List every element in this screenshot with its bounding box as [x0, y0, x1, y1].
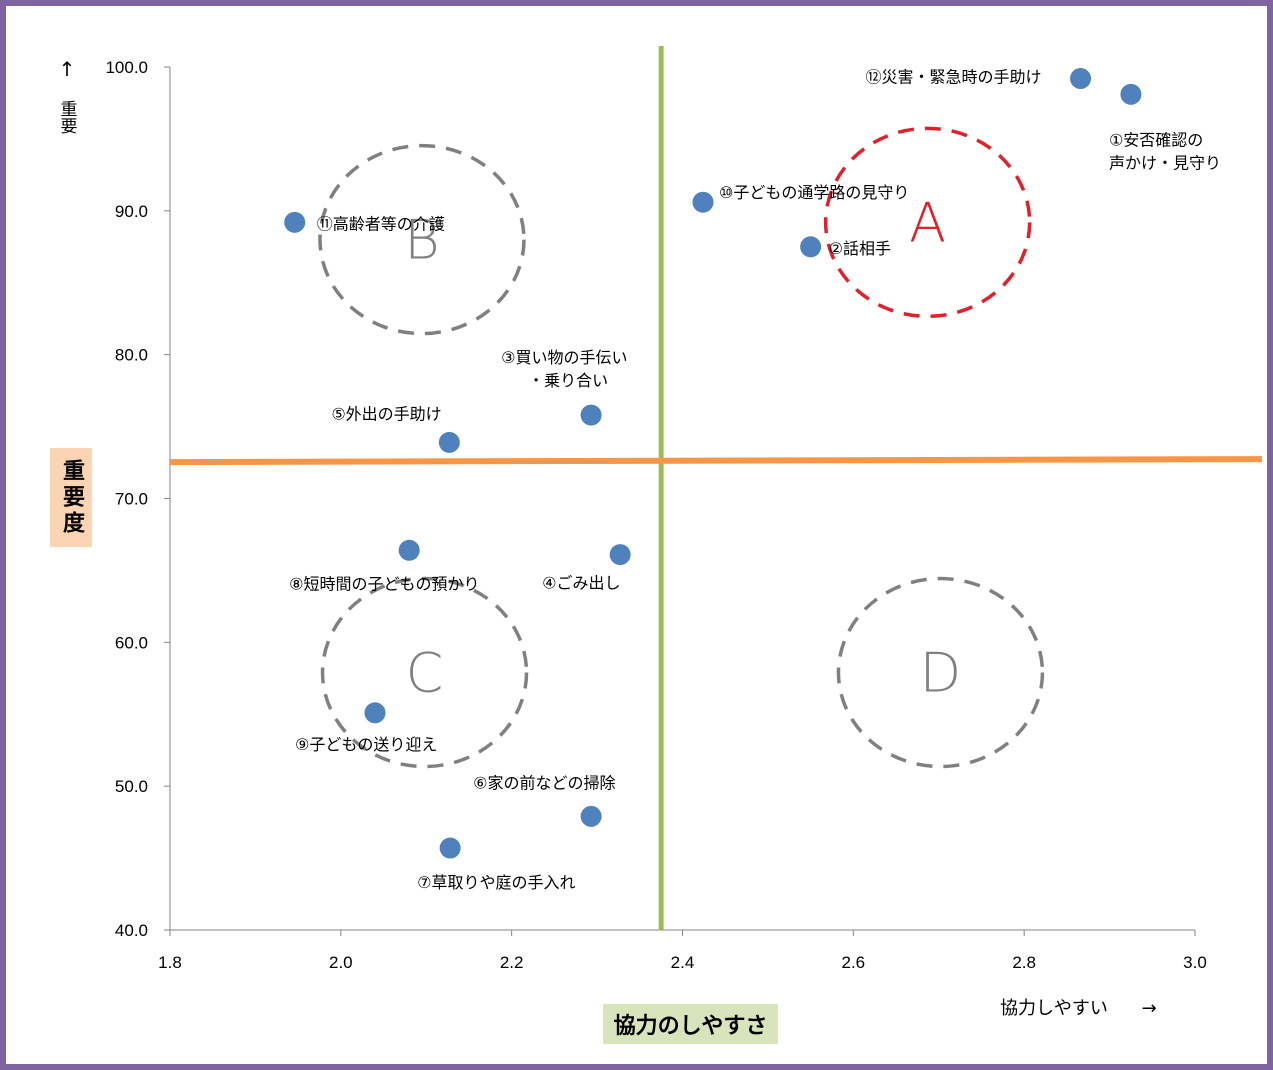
x-tick-label: 2.2	[500, 953, 524, 972]
data-point	[609, 544, 631, 566]
data-label: ⑫災害・緊急時の手助け	[866, 68, 1042, 87]
region-b-circle	[318, 143, 526, 336]
y-tick-label: 80.0	[115, 346, 148, 365]
data-point	[800, 236, 822, 258]
region-d-label: D	[920, 642, 962, 705]
x-tick-label: 2.4	[671, 953, 695, 972]
data-label: ⑩子どもの通学路の見守り	[719, 183, 909, 202]
data-point	[692, 191, 714, 213]
y-hint-text: 重要	[56, 100, 77, 134]
horizontal-divider	[169, 456, 1263, 466]
data-label: ⑤外出の手助け	[331, 404, 441, 423]
x-axis-label: 協力のしやすさ	[613, 1014, 768, 1039]
x-tick-label: 3.0	[1183, 953, 1207, 972]
y-tick-label: 50.0	[115, 777, 148, 796]
data-label: ⑨子どもの送り迎え	[295, 735, 437, 754]
data-point	[398, 539, 420, 561]
data-point	[364, 702, 386, 724]
y-tick-label: 60.0	[115, 633, 148, 652]
data-point	[1070, 68, 1092, 90]
data-label: ⑦草取りや庭の手入れ	[417, 873, 575, 892]
data-point	[1120, 83, 1142, 105]
data-label: ①安否確認の声かけ・見守り	[1109, 130, 1221, 172]
x-hint: 協力しやすい →	[1000, 994, 1157, 1020]
y-tick-label: 90.0	[115, 202, 148, 221]
data-point	[284, 211, 306, 233]
x-tick-label: 2.8	[1012, 953, 1036, 972]
y-hint-arrow: ↑	[58, 57, 76, 81]
y-axis-label: 重要度	[59, 458, 84, 537]
data-label: ②話相手	[829, 239, 891, 258]
data-label: ⑪高齢者等の介護	[317, 214, 445, 233]
data-point	[580, 805, 602, 827]
y-axis-label-box: 重要度	[50, 448, 92, 547]
y-tick-label: 70.0	[115, 490, 148, 509]
data-point	[438, 431, 460, 453]
data-label: ⑧短時間の子どもの預かり	[289, 574, 479, 593]
region-d-circle	[836, 576, 1045, 769]
x-axis-label-box: 協力のしやすさ	[603, 1004, 778, 1044]
x-tick-label: 1.8	[158, 953, 182, 972]
data-label: ④ごみ出し	[542, 574, 620, 593]
x-tick-label: 2.6	[842, 953, 866, 972]
region-a-label: A	[909, 191, 946, 254]
region-c-circle	[320, 576, 529, 769]
region-b-label: B	[404, 209, 439, 272]
data-point	[439, 837, 461, 859]
region-c-label: C	[406, 642, 444, 705]
data-label: ③買い物の手伝い・乗り合い	[501, 348, 627, 390]
x-tick-label: 2.0	[329, 953, 353, 972]
x-hint-arrow: →	[1141, 998, 1157, 1019]
y-tick-label: 100.0	[105, 58, 148, 77]
region-a-circle	[823, 126, 1032, 319]
data-point	[580, 404, 602, 426]
data-label: ⑥家の前などの掃除	[473, 773, 615, 792]
x-hint-text: 協力しやすい	[1000, 998, 1108, 1019]
y-tick-label: 40.0	[115, 921, 148, 940]
y-hint: ↑ 重要	[54, 58, 80, 134]
